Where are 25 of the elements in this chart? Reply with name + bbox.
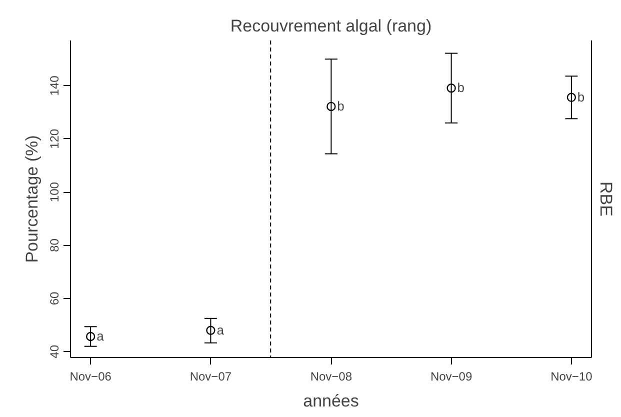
- y2-axis-title: RBE: [596, 182, 616, 216]
- y-axis-title: Pourcentage (%): [22, 135, 42, 263]
- x-tick-label: Nov−10: [550, 370, 593, 384]
- x-tick-label: Nov−07: [190, 370, 232, 384]
- annotation: b: [577, 89, 585, 104]
- annotation: b: [337, 98, 344, 114]
- point: [206, 326, 216, 335]
- y-tick-label: 60: [48, 291, 62, 306]
- chart-title: Recouvrement algal (rang): [230, 16, 432, 36]
- point: [86, 332, 96, 342]
- annotation: a: [96, 328, 105, 344]
- x-tick-label: Nov−09: [430, 370, 472, 384]
- point: [446, 84, 456, 93]
- y-tick-label: 80: [48, 238, 62, 252]
- point: [566, 92, 576, 102]
- x-tick-label: Nov−06: [70, 370, 112, 384]
- y-tick-label: 40: [48, 344, 62, 358]
- point: [326, 102, 336, 112]
- x-axis-title: années: [303, 392, 359, 410]
- y-tick-label: 140: [48, 75, 62, 96]
- y-tick-label: 100: [48, 182, 62, 202]
- y-tick-label: 120: [48, 128, 62, 149]
- x-tick-label: Nov−08: [310, 370, 352, 384]
- annotation: a: [216, 322, 225, 338]
- annotation: b: [457, 80, 465, 96]
